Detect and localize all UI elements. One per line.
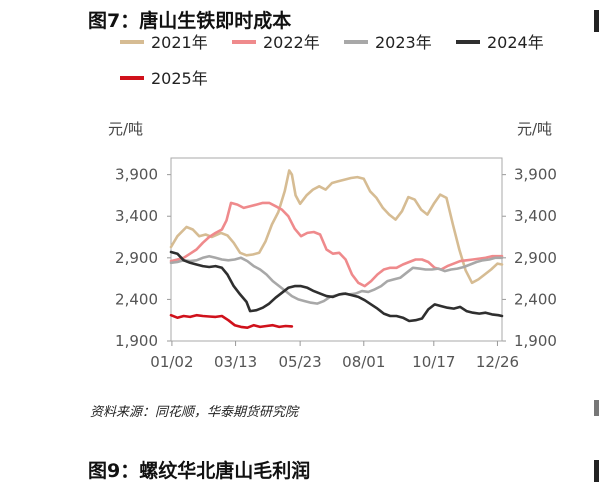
legend-label: 2023年 — [375, 33, 432, 52]
legend-label: 2022年 — [263, 33, 320, 52]
plot-frame — [170, 157, 503, 342]
figure-title: 图7：唐山生铁即时成本 — [88, 10, 292, 32]
plot-area — [169, 157, 504, 342]
y-axis-right: 1,900 2,400 2,900 3,400 3,900 — [502, 166, 557, 350]
legend-label: 2021年 — [151, 33, 208, 52]
next-figure-title: 图9：螺纹华北唐山毛利润 — [88, 460, 311, 482]
y-tick-label-left: 2,400 — [115, 290, 158, 308]
legend: 2021年 2022年 2023年 2024年 2025年 — [120, 33, 544, 88]
legend-label: 2024年 — [487, 33, 544, 52]
x-tick-label: 12/26 — [476, 353, 519, 371]
x-tick-label: 05/23 — [279, 353, 322, 371]
legend-item: 2021年 — [120, 33, 208, 52]
adjacent-figure-edge — [594, 10, 599, 32]
legend-item: 2024年 — [456, 33, 544, 52]
series-line — [169, 201, 504, 288]
x-tick-label: 03/13 — [214, 353, 257, 371]
adjacent-figure-edge — [594, 460, 599, 482]
legend-label: 2025年 — [151, 69, 208, 88]
y-tick-label-left: 1,900 — [115, 332, 158, 350]
legend-item: 2022年 — [232, 33, 320, 52]
y-tick-label-right: 3,900 — [514, 166, 557, 184]
series-line — [169, 250, 504, 323]
y-tick-label-right: 1,900 — [514, 332, 557, 350]
legend-item: 2023年 — [344, 33, 432, 52]
series-line — [169, 313, 294, 329]
y-axis-unit-right: 元/吨 — [517, 120, 552, 138]
y-tick-label-right: 2,400 — [514, 290, 557, 308]
x-tick-label: 08/01 — [342, 353, 385, 371]
y-tick-label-left: 3,400 — [115, 207, 158, 225]
y-tick-label-right: 2,900 — [514, 249, 557, 267]
y-tick-label-left: 2,900 — [115, 249, 158, 267]
y-axis-left: 1,900 2,400 2,900 3,400 3,900 — [115, 166, 171, 350]
legend-item: 2025年 — [120, 69, 208, 88]
x-tick-label: 01/02 — [150, 353, 193, 371]
y-axis-unit-left: 元/吨 — [108, 120, 143, 138]
x-axis: 01/02 03/13 05/23 08/01 10/17 12/26 — [150, 341, 519, 371]
y-tick-label-right: 3,400 — [514, 207, 557, 225]
source-note: 资料来源：同花顺，华泰期货研究院 — [90, 405, 299, 420]
adjacent-figure-edge — [594, 400, 599, 416]
x-tick-label: 10/17 — [412, 353, 455, 371]
series-line — [169, 169, 504, 285]
y-tick-label-left: 3,900 — [115, 166, 158, 184]
